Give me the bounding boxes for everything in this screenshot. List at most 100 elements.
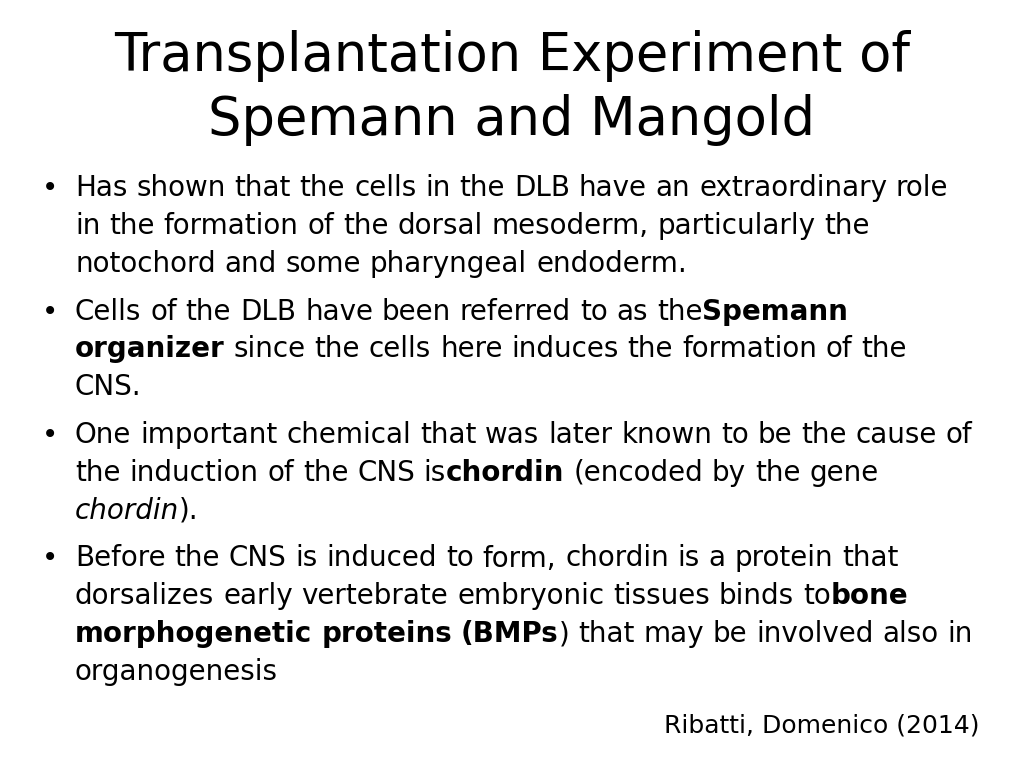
Text: may: may (643, 620, 703, 648)
Text: particularly: particularly (657, 212, 815, 240)
Text: gene: gene (809, 459, 879, 487)
Text: organizer: organizer (75, 336, 224, 363)
Text: here: here (440, 336, 503, 363)
Text: dorsalizes: dorsalizes (75, 582, 214, 611)
Text: the: the (861, 336, 907, 363)
Text: notochord: notochord (75, 250, 216, 278)
Text: CNS: CNS (229, 545, 287, 572)
Text: bone: bone (830, 582, 908, 611)
Text: Ribatti, Domenico (2014): Ribatti, Domenico (2014) (665, 714, 980, 738)
Text: the: the (314, 336, 360, 363)
Text: shown: shown (136, 174, 225, 202)
Text: of: of (307, 212, 334, 240)
Text: tissues: tissues (613, 582, 710, 611)
Text: the: the (460, 174, 505, 202)
Text: been: been (382, 298, 452, 326)
Text: pharyngeal: pharyngeal (370, 250, 527, 278)
Text: dorsal: dorsal (397, 212, 482, 240)
Text: of: of (946, 421, 973, 449)
Text: since: since (233, 336, 306, 363)
Text: vertebrate: vertebrate (302, 582, 449, 611)
Text: proteins: proteins (322, 620, 452, 648)
Text: to: to (721, 421, 749, 449)
Text: to: to (803, 582, 830, 611)
Text: •: • (42, 174, 58, 202)
Text: by: by (712, 459, 745, 487)
Text: induced: induced (327, 545, 437, 572)
Text: cells: cells (369, 336, 431, 363)
Text: the: the (110, 212, 155, 240)
Text: organogenesis: organogenesis (75, 658, 278, 686)
Text: extraordinary: extraordinary (699, 174, 887, 202)
Text: some: some (286, 250, 361, 278)
Text: the: the (657, 298, 702, 326)
Text: involved: involved (757, 620, 873, 648)
Text: cells: cells (354, 174, 417, 202)
Text: later: later (549, 421, 612, 449)
Text: morphogenetic: morphogenetic (75, 620, 312, 648)
Text: Spemann: Spemann (702, 298, 848, 326)
Text: a: a (709, 545, 726, 572)
Text: cause: cause (856, 421, 937, 449)
Text: the: the (801, 421, 847, 449)
Text: Before: Before (75, 545, 166, 572)
Text: formation: formation (682, 336, 817, 363)
Text: early: early (223, 582, 293, 611)
Text: CNS: CNS (357, 459, 415, 487)
Text: that: that (843, 545, 899, 572)
Text: •: • (42, 545, 58, 572)
Text: is: is (296, 545, 317, 572)
Text: that: that (420, 421, 476, 449)
Text: ).: ). (179, 497, 199, 525)
Text: DLB: DLB (514, 174, 570, 202)
Text: that: that (234, 174, 291, 202)
Text: ): ) (558, 620, 569, 648)
Text: •: • (42, 298, 58, 326)
Text: of: of (826, 336, 853, 363)
Text: protein: protein (735, 545, 834, 572)
Text: have: have (579, 174, 647, 202)
Text: that: that (579, 620, 635, 648)
Text: binds: binds (719, 582, 794, 611)
Text: embryonic: embryonic (458, 582, 604, 611)
Text: the: the (185, 298, 231, 326)
Text: referred: referred (460, 298, 571, 326)
Text: be: be (713, 620, 748, 648)
Text: in: in (947, 620, 973, 648)
Text: the: the (824, 212, 869, 240)
Text: •: • (42, 421, 58, 449)
Text: and: and (224, 250, 276, 278)
Text: mesoderm,: mesoderm, (492, 212, 648, 240)
Text: the: the (343, 212, 388, 240)
Text: Has: Has (75, 174, 127, 202)
Text: the: the (628, 336, 673, 363)
Text: important: important (140, 421, 278, 449)
Text: induction: induction (129, 459, 258, 487)
Text: formation: formation (164, 212, 299, 240)
Text: the: the (300, 174, 345, 202)
Text: the: the (755, 459, 800, 487)
Text: the: the (75, 459, 121, 487)
Text: (BMPs: (BMPs (461, 620, 558, 648)
Text: of: of (151, 298, 177, 326)
Text: chordin: chordin (446, 459, 564, 487)
Text: chordin: chordin (75, 497, 179, 525)
Text: One: One (75, 421, 131, 449)
Text: known: known (622, 421, 713, 449)
Text: induces: induces (512, 336, 618, 363)
Text: endoderm.: endoderm. (536, 250, 687, 278)
Text: was: was (485, 421, 540, 449)
Text: the: the (174, 545, 220, 572)
Text: have: have (305, 298, 373, 326)
Text: of: of (267, 459, 294, 487)
Text: DLB: DLB (240, 298, 296, 326)
Text: be: be (758, 421, 793, 449)
Text: is: is (678, 545, 700, 572)
Text: Transplantation Experiment of
Spemann and Mangold: Transplantation Experiment of Spemann an… (114, 30, 910, 146)
Text: role: role (896, 174, 948, 202)
Text: to: to (580, 298, 608, 326)
Text: form,: form, (482, 545, 556, 572)
Text: (encoded: (encoded (573, 459, 703, 487)
Text: CNS.: CNS. (75, 373, 141, 402)
Text: to: to (446, 545, 474, 572)
